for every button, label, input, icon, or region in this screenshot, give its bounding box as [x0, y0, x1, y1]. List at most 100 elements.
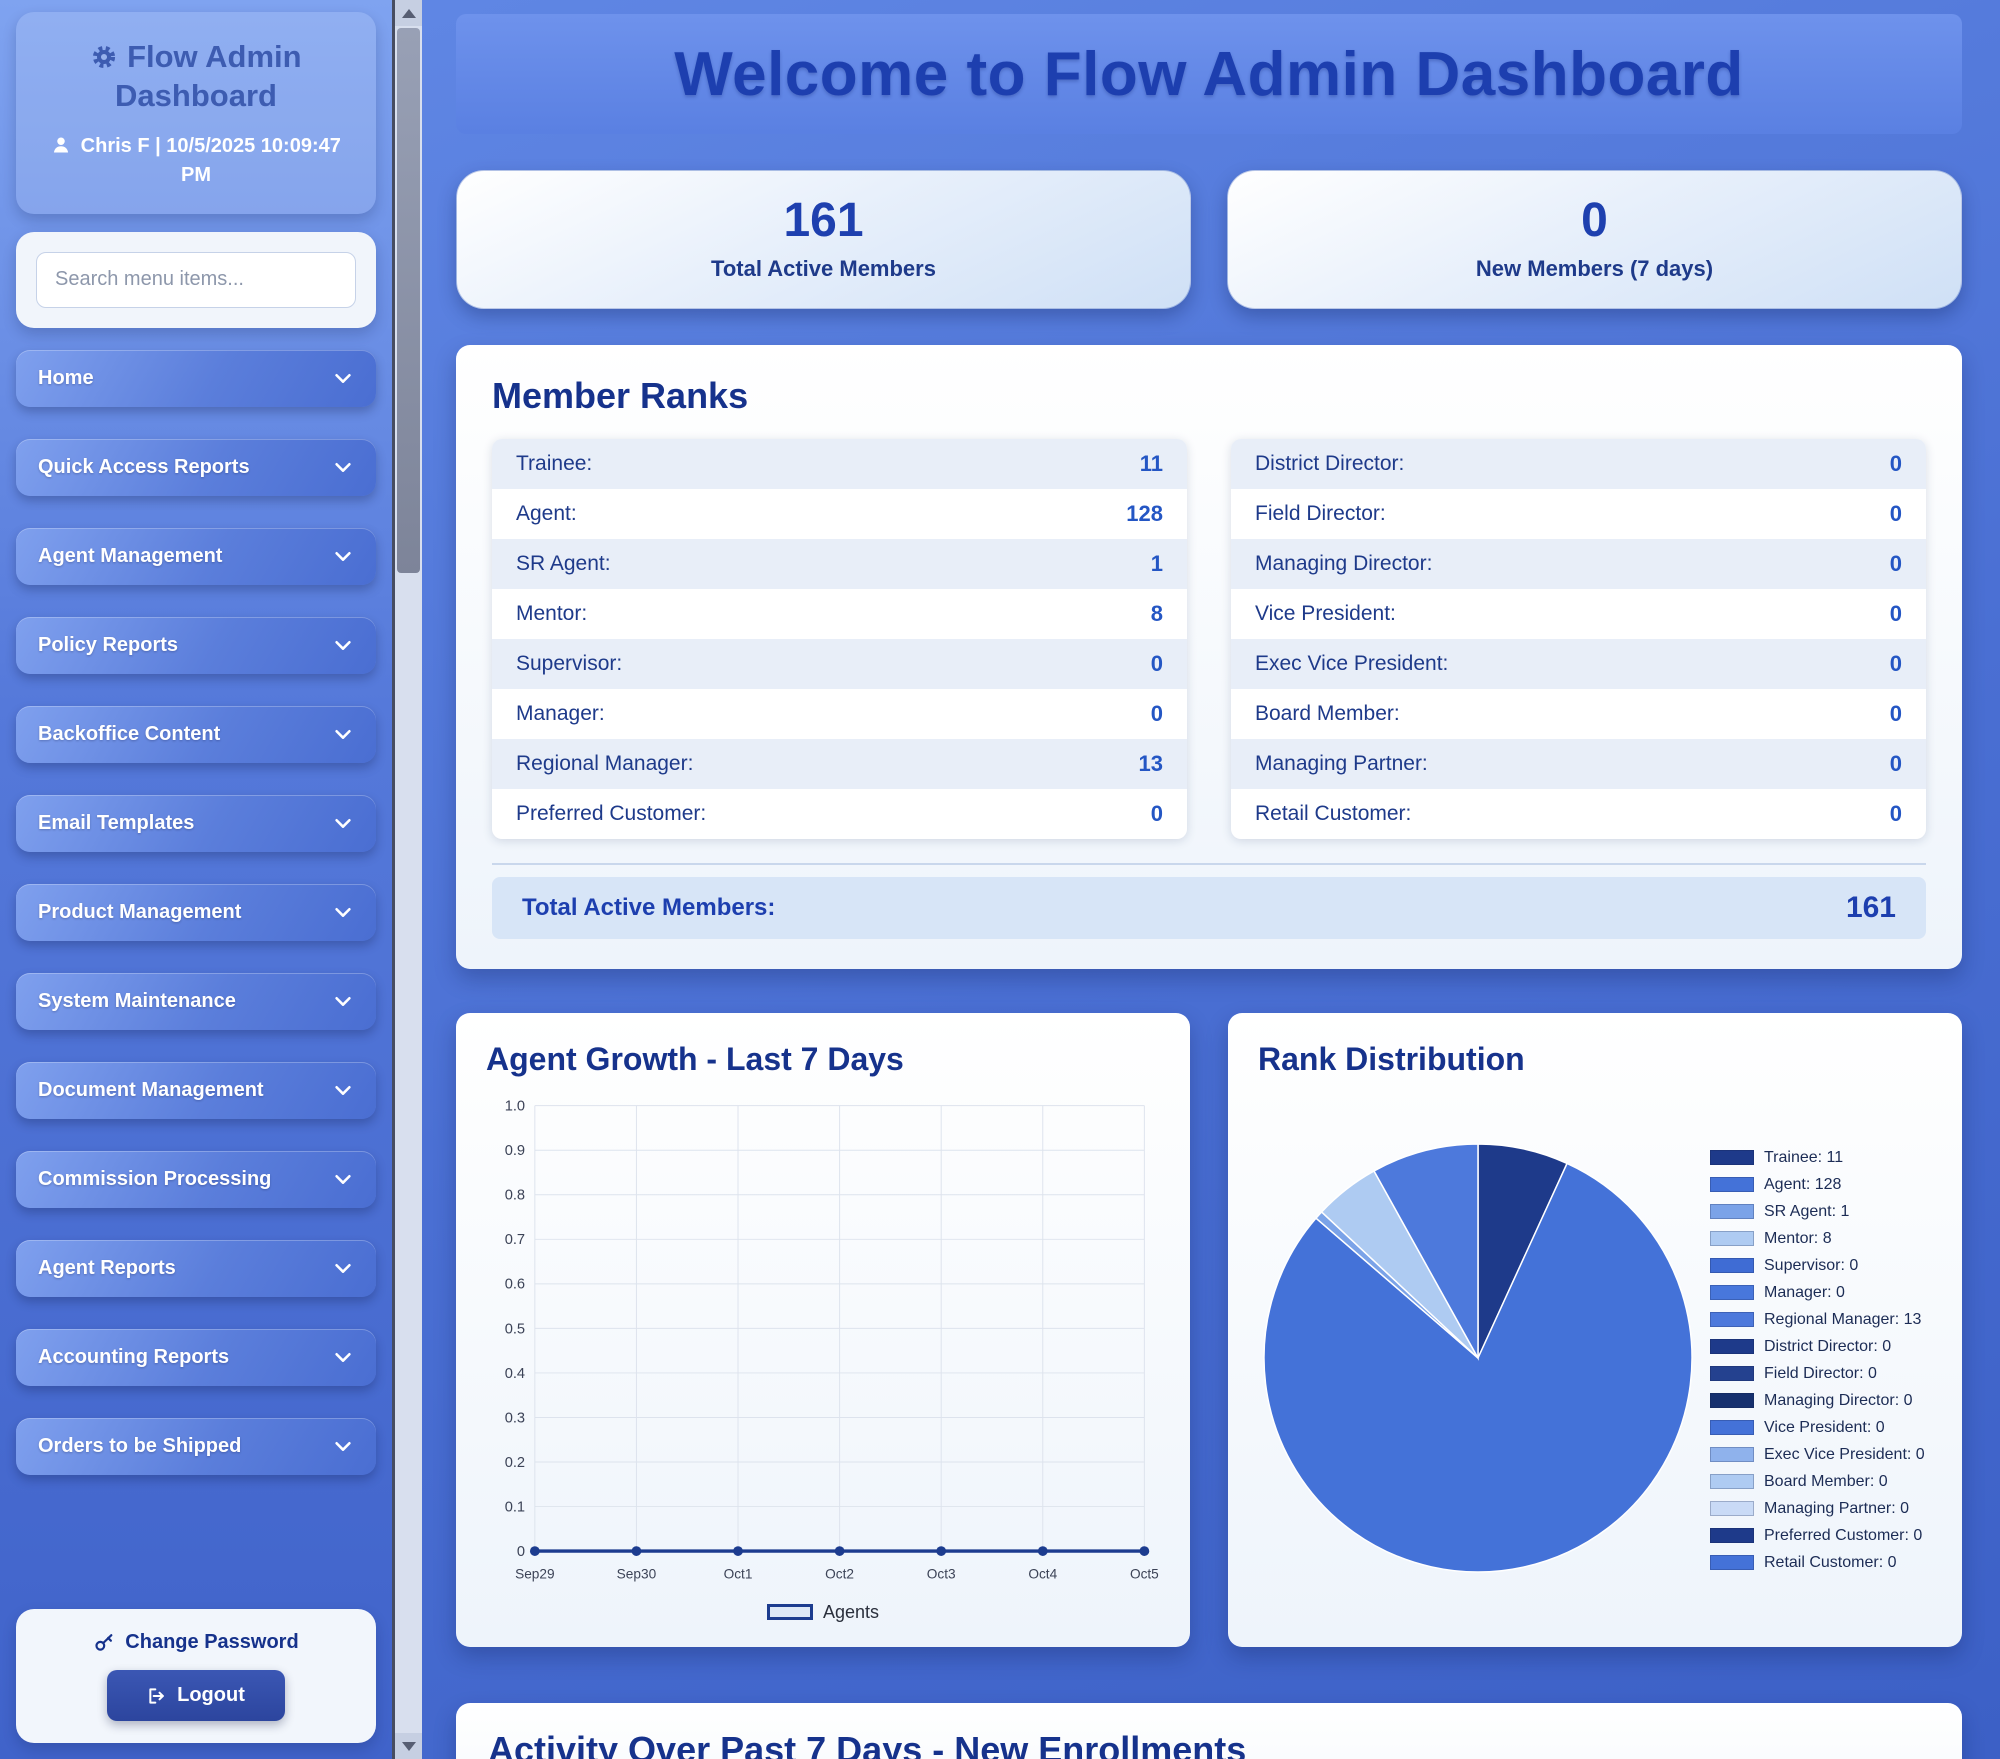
- rank-value: 0: [1889, 450, 1902, 476]
- svg-text:1.0: 1.0: [505, 1098, 525, 1114]
- rank-row: Managing Partner: 0: [1231, 738, 1926, 789]
- rank-distribution-body: Trainee: 11 Agent: 128 SR Agent: 1 Mentor: …: [1258, 1098, 1932, 1623]
- svg-text:Oct4: Oct4: [1028, 1566, 1057, 1581]
- sidebar-item-label: Agent Management: [38, 544, 223, 567]
- rank-label: Managing Director:: [1255, 551, 1433, 575]
- sidebar-item-label: Document Management: [38, 1078, 264, 1101]
- sidebar-item-quick-access-reports[interactable]: Quick Access Reports: [16, 438, 376, 496]
- legend-item: Vice President: 0: [1710, 1419, 1932, 1437]
- rank-label: Agent:: [516, 501, 577, 525]
- sidebar-item-product-management[interactable]: Product Management: [16, 883, 376, 941]
- rank-row: Field Director: 0: [1231, 489, 1926, 539]
- sidebar-item-document-management[interactable]: Document Management: [16, 1061, 376, 1119]
- rank-value: 8: [1150, 600, 1163, 626]
- sidebar-item-agent-reports[interactable]: Agent Reports: [16, 1239, 376, 1297]
- legend-item: District Director: 0: [1710, 1338, 1932, 1356]
- legend-item: Supervisor: 0: [1710, 1257, 1932, 1275]
- chevron-down-icon: [335, 729, 351, 739]
- scrollbar-down-button[interactable]: [395, 1733, 422, 1759]
- scrollbar-track[interactable]: [395, 26, 422, 1733]
- rank-label: Retail Customer:: [1255, 801, 1412, 825]
- chevron-down-icon: [335, 1174, 351, 1184]
- rank-row: Agent: 128: [492, 489, 1187, 539]
- chevron-down-icon: [335, 640, 351, 650]
- stat-label: Total Active Members: [711, 255, 936, 281]
- legend-label: Preferred Customer: 0: [1764, 1526, 1923, 1544]
- rank-value: 1: [1150, 550, 1163, 576]
- sidebar-item-label: System Maintenance: [38, 989, 236, 1012]
- legend-label: Manager: 0: [1764, 1283, 1845, 1301]
- rank-label: SR Agent:: [516, 551, 611, 575]
- svg-text:0.1: 0.1: [505, 1499, 525, 1515]
- legend-swatch: [1710, 1231, 1754, 1247]
- rank-row: Managing Director: 0: [1231, 538, 1926, 589]
- sidebar-item-label: Accounting Reports: [38, 1345, 230, 1368]
- rank-label: Managing Partner:: [1255, 751, 1428, 775]
- legend-swatch: [1710, 1177, 1754, 1193]
- legend-label: Vice President: 0: [1764, 1418, 1885, 1436]
- logout-button[interactable]: Logout: [107, 1670, 285, 1721]
- rank-row: Preferred Customer: 0: [492, 789, 1187, 839]
- charts-row: Agent Growth - Last 7 Days 0 0.1 0.2 0.3 0.4…: [456, 1012, 1962, 1647]
- legend-item: Mentor: 8: [1710, 1230, 1932, 1248]
- sidebar-item-label: Quick Access Reports: [38, 455, 250, 478]
- rank-row: Exec Vice President: 0: [1231, 638, 1926, 689]
- sidebar-item-commission-processing[interactable]: Commission Processing: [16, 1150, 376, 1208]
- sidebar-item-system-maintenance[interactable]: System Maintenance: [16, 972, 376, 1030]
- legend-swatch: [1710, 1501, 1754, 1517]
- rank-label: Manager:: [516, 701, 605, 725]
- chevron-down-icon: [335, 907, 351, 917]
- sidebar-item-agent-management[interactable]: Agent Management: [16, 527, 376, 585]
- rank-row: Board Member: 0: [1231, 689, 1926, 739]
- page-header: Welcome to Flow Admin Dashboard: [456, 14, 1962, 134]
- rank-value: 0: [1150, 800, 1163, 826]
- legend-swatch: [1710, 1150, 1754, 1166]
- sidebar-item-orders-to-be-shipped[interactable]: Orders to be Shipped: [16, 1417, 376, 1475]
- rank-label: Exec Vice President:: [1255, 651, 1449, 675]
- legend-swatch: [1710, 1312, 1754, 1328]
- stat-card-new-members: 0 New Members (7 days): [1227, 170, 1962, 309]
- legend-swatch: [1710, 1393, 1754, 1409]
- legend-item: Retail Customer: 0: [1710, 1554, 1932, 1572]
- rank-label: Mentor:: [516, 601, 588, 625]
- sidebar-item-policy-reports[interactable]: Policy Reports: [16, 616, 376, 674]
- chevron-down-icon: [335, 818, 351, 828]
- legend-swatch: [1710, 1555, 1754, 1571]
- ranks-total-bar: Total Active Members: 161: [492, 876, 1926, 939]
- search-input[interactable]: [36, 251, 356, 308]
- rank-value: 0: [1889, 750, 1902, 776]
- legend-label: Managing Partner: 0: [1764, 1499, 1909, 1517]
- svg-text:0.5: 0.5: [505, 1321, 525, 1337]
- stats-row: 161 Total Active Members 0 New Members (…: [456, 170, 1962, 309]
- agent-growth-legend: Agents: [486, 1602, 1160, 1623]
- app-title: Flow Admin Dashboard: [36, 38, 356, 116]
- ranks-columns: Trainee: 11 Agent: 128 SR Agent: 1 Mentor: 8 Sup…: [492, 438, 1926, 839]
- sidebar-item-backoffice-content[interactable]: Backoffice Content: [16, 705, 376, 763]
- svg-text:0.6: 0.6: [505, 1277, 525, 1293]
- page-title: Welcome to Flow Admin Dashboard: [674, 39, 1744, 109]
- triangle-up-icon: [401, 8, 416, 18]
- change-password-link[interactable]: Change Password: [93, 1631, 299, 1654]
- legend-label: Field Director: 0: [1764, 1364, 1877, 1382]
- search-card: [16, 231, 376, 328]
- svg-text:0.8: 0.8: [505, 1187, 525, 1203]
- rank-label: Regional Manager:: [516, 751, 694, 775]
- legend-label: SR Agent: 1: [1764, 1202, 1850, 1220]
- legend-item: Board Member: 0: [1710, 1473, 1932, 1491]
- svg-text:Oct3: Oct3: [927, 1566, 956, 1581]
- scrollbar-thumb[interactable]: [397, 28, 420, 573]
- sidebar-item-email-templates[interactable]: Email Templates: [16, 794, 376, 852]
- sidebar-item-label: Commission Processing: [38, 1167, 272, 1190]
- legend-item: Preferred Customer: 0: [1710, 1527, 1932, 1545]
- svg-text:0.2: 0.2: [505, 1455, 525, 1471]
- scrollbar-up-button[interactable]: [395, 0, 422, 26]
- agent-growth-title: Agent Growth - Last 7 Days: [486, 1040, 904, 1077]
- rank-distribution-card: Rank Distribution Trainee: 11 Agent: 128 S…: [1228, 1012, 1962, 1647]
- rank-row: Retail Customer: 0: [1231, 789, 1926, 839]
- sidebar-item-accounting-reports[interactable]: Accounting Reports: [16, 1328, 376, 1386]
- sidebar-item-home[interactable]: Home: [16, 349, 376, 407]
- legend-label: Exec Vice President: 0: [1764, 1445, 1925, 1463]
- rank-distribution-legend: Trainee: 11 Agent: 128 SR Agent: 1 Mentor: …: [1710, 1149, 1932, 1572]
- svg-text:0.9: 0.9: [505, 1143, 525, 1159]
